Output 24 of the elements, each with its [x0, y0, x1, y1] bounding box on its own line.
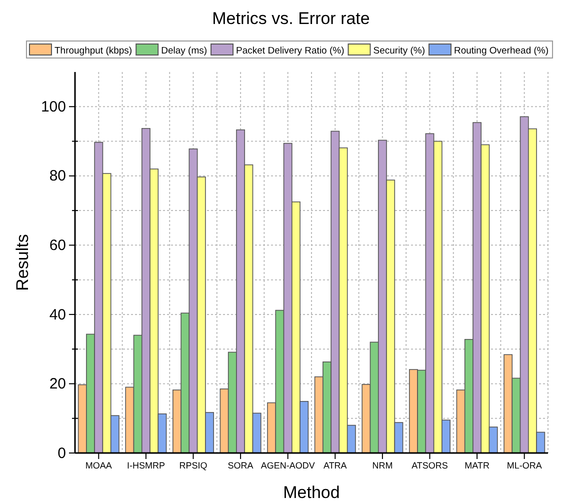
x-axis-title: Method: [283, 483, 340, 502]
x-tick-label: ATRA: [323, 460, 347, 470]
y-tick-label: 40: [49, 306, 66, 324]
chart-title: Metrics vs. Error rate: [212, 9, 370, 28]
x-tick-label: NRM: [372, 460, 393, 470]
x-tick-label: AGEN-AODV: [260, 460, 315, 470]
x-tick-label: ML-ORA: [506, 460, 542, 470]
legend-label: Packet Delivery Ratio (%): [236, 46, 344, 56]
legend-label: Security (%): [373, 46, 425, 56]
x-tick-label: RPSIQ: [179, 460, 208, 470]
x-tick-label: I-HSMRP: [126, 460, 165, 470]
y-tick-label: 100: [40, 98, 66, 116]
y-tick-label: 80: [49, 168, 66, 185]
legend-label: Delay (ms): [161, 46, 208, 56]
x-tick-label: MOAA: [85, 460, 112, 470]
y-tick-label: 20: [49, 376, 66, 393]
y-tick-label: 0: [58, 444, 66, 462]
legend-label: Throughput (kbps): [54, 46, 132, 56]
x-tick-label: SORA: [228, 460, 254, 470]
x-tick-label: MATR: [464, 460, 490, 470]
x-tick-label: ATSORS: [412, 460, 448, 470]
y-axis-title: Results: [13, 234, 32, 291]
y-tick-label: 60: [49, 236, 66, 254]
legend-label: Routing Overhead (%): [454, 46, 549, 56]
